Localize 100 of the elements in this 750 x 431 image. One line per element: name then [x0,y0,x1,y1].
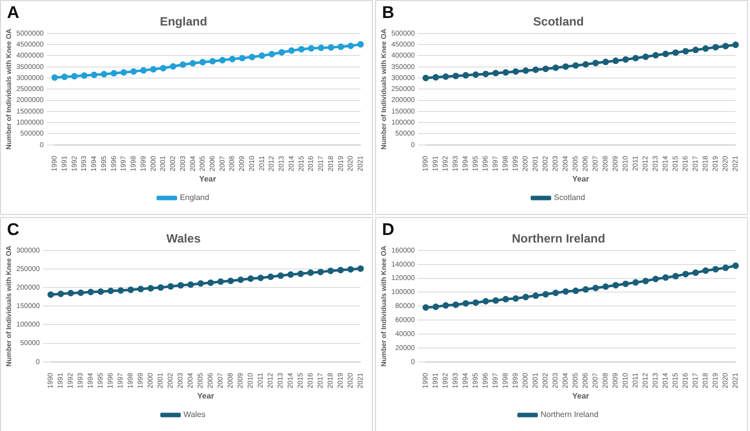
point [77,289,84,296]
point [572,288,579,294]
text: A [7,3,20,23]
point [258,52,266,59]
point [308,45,315,52]
point [68,290,74,296]
point [180,61,186,68]
point [512,295,519,302]
point [652,276,659,282]
point [207,279,214,286]
point [307,269,314,276]
point [502,296,509,302]
point [297,270,304,278]
point [582,286,589,293]
point [442,73,449,80]
point [502,69,509,76]
point [482,70,489,78]
point [227,278,234,284]
point [247,275,254,282]
point [632,279,639,286]
point [622,280,629,288]
point [277,272,284,279]
point [357,265,364,272]
point [492,297,499,304]
point [90,72,98,78]
point [298,46,305,52]
point [327,268,334,274]
point [287,271,294,278]
point [267,274,274,280]
point [337,266,344,274]
point [100,70,108,78]
point [602,58,609,66]
text: D [382,220,394,240]
legend-label: England [180,193,210,202]
point [482,298,489,304]
point [51,74,58,81]
point [662,274,669,281]
point [702,267,709,274]
point [190,60,196,67]
text: C [7,220,20,240]
legend-label: Scotland [554,193,586,202]
point [48,291,54,298]
point [552,64,559,71]
point [107,288,114,294]
point [288,47,295,54]
point [732,42,739,48]
point [602,283,609,290]
point [732,262,739,269]
point [692,46,699,54]
x-axis-title: Year [199,174,216,184]
point [147,285,154,292]
point [572,62,579,69]
point [150,66,157,73]
point [542,66,549,72]
point [248,54,256,60]
point [542,291,549,298]
point [209,58,216,65]
point [357,41,364,48]
point [632,54,639,62]
x-axis-title: Year [197,391,214,400]
point [187,281,194,288]
point [347,42,354,50]
point [81,72,88,79]
point [582,61,589,68]
point [140,67,147,74]
point [472,299,479,306]
point [61,74,68,80]
point [532,66,539,73]
point [562,288,569,295]
point [532,292,539,299]
point [522,67,529,74]
point [328,44,334,51]
point [682,48,689,54]
point [422,304,430,311]
point [552,290,559,296]
point [130,68,137,75]
point [199,58,206,66]
point [642,278,649,284]
legend-label: Wales [184,410,206,420]
point [137,286,144,292]
point [177,282,184,289]
point [268,50,276,58]
point [612,282,619,288]
point [512,68,519,75]
point [87,288,94,296]
point [692,269,699,276]
point [117,287,124,294]
point [712,266,719,272]
chart-title: England [160,14,208,29]
point [422,74,430,82]
point [642,54,649,60]
point [217,278,224,285]
point [160,64,166,72]
point [592,284,599,292]
point [278,49,285,56]
point [492,70,499,76]
point [229,56,236,62]
point [672,272,679,280]
point [672,49,679,56]
point [317,268,324,276]
